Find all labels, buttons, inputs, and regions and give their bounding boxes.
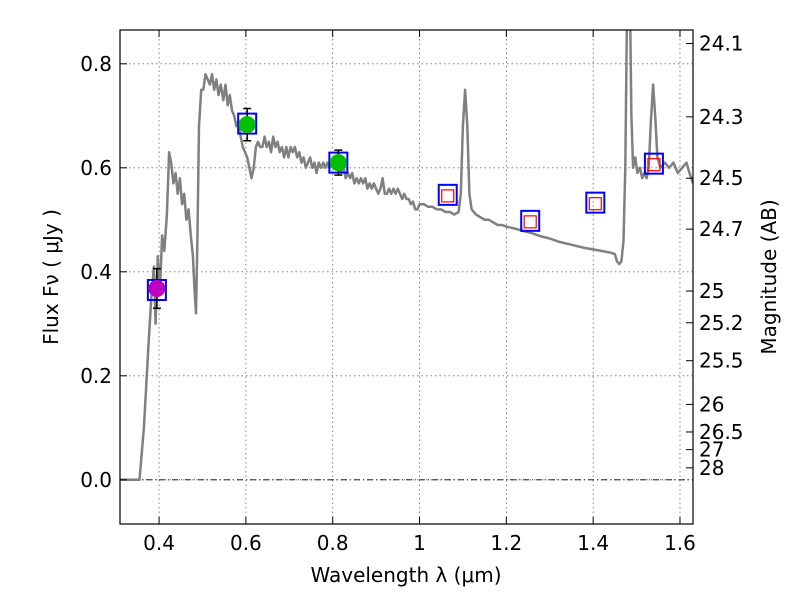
model-flux-square bbox=[437, 183, 458, 206]
x-tick-label: 1.4 bbox=[577, 531, 609, 555]
y2-tick-label: 24.3 bbox=[699, 105, 744, 129]
y2-tick-label: 24.1 bbox=[699, 32, 744, 56]
upper-limit-square bbox=[588, 197, 602, 211]
y-tick-label: 0.8 bbox=[80, 52, 112, 76]
upper-limit-square bbox=[441, 189, 455, 203]
x-tick-label: 1.6 bbox=[664, 531, 696, 555]
y2-tick-label: 27 bbox=[699, 438, 724, 462]
marker-layer bbox=[146, 107, 664, 309]
y2-tick-label: 24.7 bbox=[699, 217, 744, 241]
model-flux-square bbox=[520, 209, 541, 232]
y-tick-label: 0.4 bbox=[80, 260, 112, 284]
upper-limit-square bbox=[523, 215, 537, 229]
upper-limit-square bbox=[647, 158, 661, 172]
x-axis-label: Wavelength λ (μm) bbox=[310, 563, 501, 587]
spectrum-layer bbox=[120, 30, 693, 482]
y-tick-label: 0.2 bbox=[80, 364, 112, 388]
y2-tick-label: 25.5 bbox=[699, 349, 744, 373]
y2-axis-label: Magnitude (AB) bbox=[757, 199, 781, 354]
y2-tick-label: 25 bbox=[699, 279, 724, 303]
y-tick-label: 0.0 bbox=[80, 468, 112, 492]
x-tick-label: 0.8 bbox=[317, 531, 349, 555]
x-tick-label: 1 bbox=[413, 531, 426, 555]
grid bbox=[120, 30, 693, 524]
x-tick-label: 0.4 bbox=[143, 531, 175, 555]
observed-point bbox=[148, 279, 166, 297]
y-tick-label: 0.6 bbox=[80, 156, 112, 180]
observed-point bbox=[238, 116, 256, 134]
x-tick-label: 1.2 bbox=[490, 531, 522, 555]
spectrum-line bbox=[120, 30, 693, 482]
tick-layer: 0.4 0.6 0.8 1 1.2 1.4 1.6 0.0 0.2 0.4 0.6 0.8 24.1 24… bbox=[80, 30, 744, 555]
model-flux-square bbox=[643, 152, 664, 175]
y-axis-label: Flux Fν ( μJy ) bbox=[39, 209, 63, 345]
y2-tick-label: 28 bbox=[699, 456, 724, 480]
x-tick-label: 0.6 bbox=[230, 531, 262, 555]
y2-tick-label: 26 bbox=[699, 392, 724, 416]
model-flux-square bbox=[585, 191, 606, 214]
observed-point bbox=[329, 154, 347, 172]
plot-frame bbox=[119, 29, 694, 525]
y2-tick-label: 26.5 bbox=[699, 420, 744, 444]
y2-tick-label: 25.2 bbox=[699, 311, 744, 335]
y2-tick-label: 24.5 bbox=[699, 166, 744, 190]
